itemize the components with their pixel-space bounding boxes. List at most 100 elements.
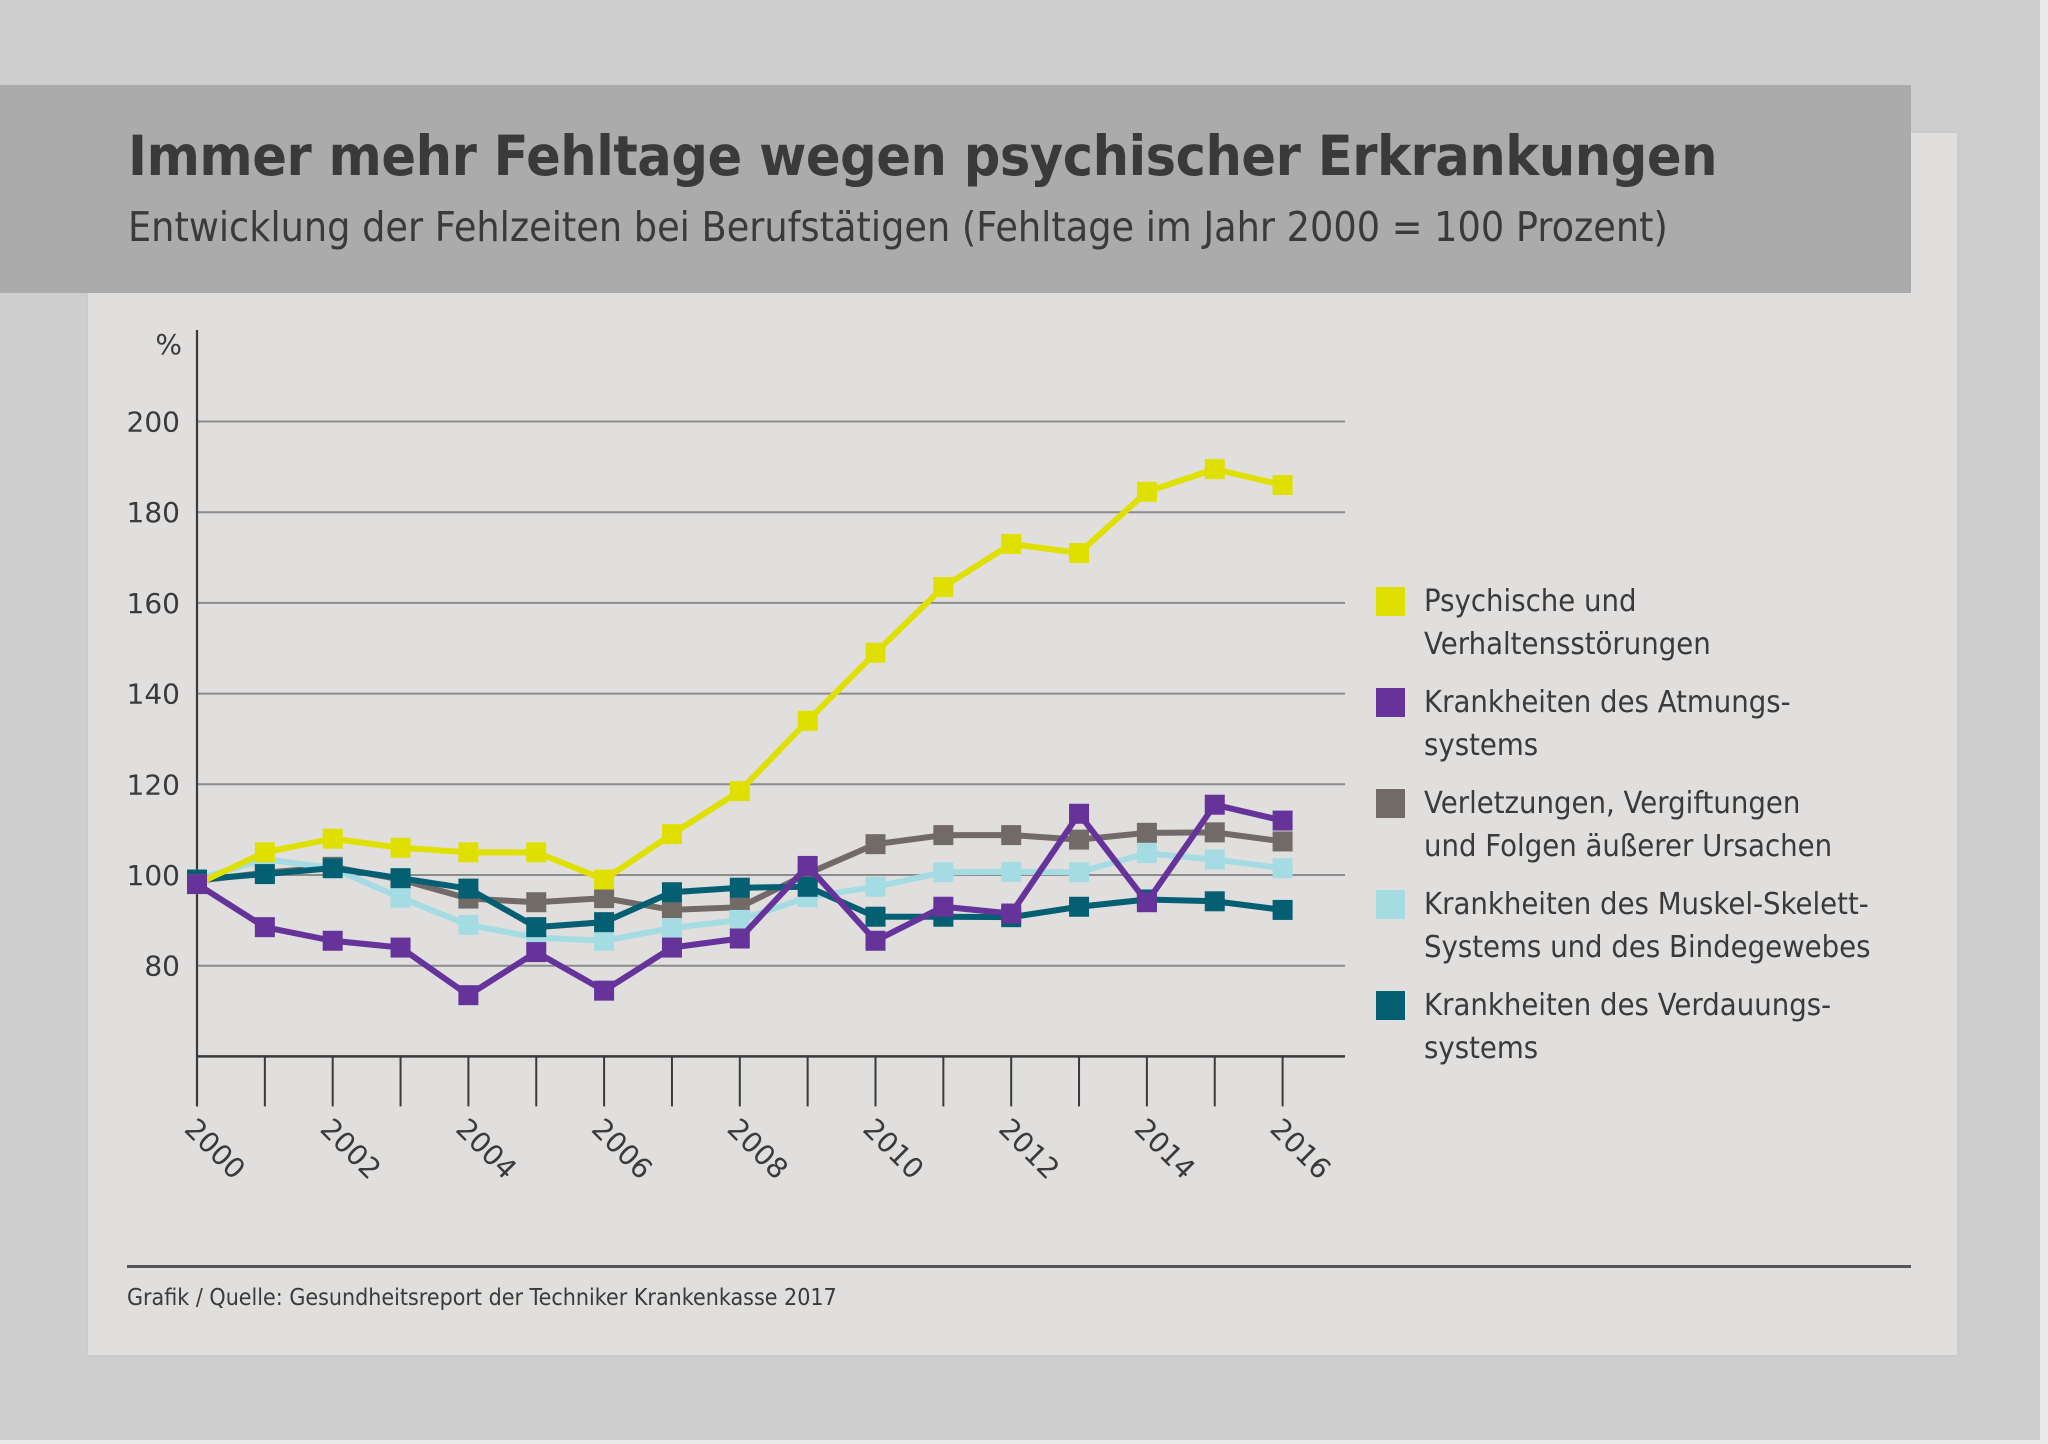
x-tick-label: 2012: [992, 1112, 1066, 1186]
data-point-marker: [390, 868, 411, 889]
data-point-marker: [390, 887, 411, 908]
y-tick-label: 80: [144, 950, 180, 983]
y-axis-unit-label: %: [155, 328, 182, 361]
data-point-marker: [1204, 794, 1225, 815]
x-tick-label: 2008: [721, 1112, 795, 1186]
data-point-marker: [865, 876, 886, 897]
data-point-marker: [1136, 822, 1157, 843]
legend-label-atmung: Krankheiten des Atmungs-systems: [1424, 685, 1791, 763]
data-point-marker: [526, 892, 547, 913]
data-point-marker: [797, 876, 818, 897]
data-point-marker: [526, 942, 547, 963]
data-point-marker: [594, 980, 615, 1001]
data-point-marker: [594, 888, 615, 909]
y-tick-label: 180: [127, 496, 180, 529]
data-point-marker: [1204, 849, 1225, 870]
data-point-marker: [390, 937, 411, 958]
axes: [195, 330, 1345, 1107]
data-point-marker: [1001, 903, 1022, 924]
legend-swatch-psychische: [1376, 587, 1405, 616]
chart-title: Immer mehr Fehltage wegen psychischer Er…: [128, 124, 1718, 188]
legend-item-verletzungen: Verletzungen, Vergiftungen und Folgen äuß…: [1376, 782, 1916, 883]
data-point-marker: [458, 842, 479, 863]
chart-panel: [88, 133, 1957, 1355]
x-tick-label: 2006: [585, 1112, 659, 1186]
data-point-marker: [933, 862, 954, 883]
legend-swatch-verdauung: [1376, 991, 1405, 1020]
legend-label-verdauung: Krankheiten des Verdauungs-systems: [1424, 988, 1832, 1066]
legend-swatch-muskel-skelett: [1376, 890, 1405, 919]
data-point-marker: [458, 985, 479, 1006]
data-point-marker: [254, 864, 275, 885]
legend-swatch-verletzungen: [1376, 789, 1405, 818]
legend: Psychische und Verhaltensstörungen Krankh…: [1376, 580, 1916, 1085]
data-point-marker: [254, 917, 275, 938]
y-tick-label: 100: [127, 859, 180, 892]
data-point-marker: [933, 825, 954, 846]
data-point-marker: [526, 842, 547, 863]
data-point-marker: [1272, 899, 1293, 920]
data-point-marker: [322, 858, 343, 879]
data-point-marker: [187, 874, 207, 895]
legend-label-muskel-skelett: Krankheiten des Muskel-Skelett- Systems u…: [1424, 887, 1871, 965]
x-axis-tick-labels: 2000 2002 2004 2006 2008 2010 2012 2014 2016: [178, 1112, 1337, 1186]
legend-item-verdauung: Krankheiten des Verdauungs-systems: [1376, 984, 1916, 1085]
data-point-marker: [458, 878, 479, 899]
data-point-marker: [594, 930, 615, 951]
data-point-marker: [1136, 843, 1157, 864]
x-tick-label: 2010: [857, 1112, 931, 1186]
legend-item-muskel-skelett: Krankheiten des Muskel-Skelett- Systems u…: [1376, 883, 1916, 984]
data-point-marker: [1069, 803, 1090, 824]
page-edge-bottom: [0, 1440, 2048, 1444]
series-0: [187, 459, 1293, 895]
data-point-marker: [797, 855, 818, 876]
y-tick-label: 160: [127, 587, 180, 620]
data-point-marker: [1001, 825, 1022, 846]
legend-item-atmung: Krankheiten des Atmungs-systems: [1376, 681, 1916, 782]
footer-divider: [127, 1265, 1911, 1268]
data-point-marker: [1272, 858, 1293, 879]
source-note: Grafik / Quelle: Gesundheitsreport der T…: [127, 1285, 837, 1311]
x-tick-label: 2002: [314, 1112, 388, 1186]
chart-subtitle: Entwicklung der Fehlzeiten bei Berufstät…: [128, 203, 1668, 251]
y-tick-label: 120: [127, 768, 180, 801]
data-point-marker: [526, 917, 547, 938]
data-point-marker: [1272, 474, 1293, 495]
series-group: [187, 459, 1293, 1006]
data-point-marker: [661, 882, 682, 903]
data-point-marker: [1069, 896, 1090, 917]
legend-swatch-atmung: [1376, 688, 1405, 717]
data-point-marker: [865, 906, 886, 927]
data-point-marker: [594, 912, 615, 933]
data-point-marker: [322, 930, 343, 951]
data-point-marker: [1069, 543, 1090, 564]
data-point-marker: [594, 869, 615, 890]
data-point-marker: [933, 896, 954, 917]
data-point-marker: [1272, 831, 1293, 852]
x-tick-label: 2000: [178, 1112, 252, 1186]
x-tick-label: 2004: [449, 1112, 523, 1186]
data-point-marker: [1204, 822, 1225, 843]
data-point-marker: [661, 899, 682, 920]
x-tick-label: 2014: [1128, 1112, 1202, 1186]
data-point-marker: [865, 642, 886, 663]
data-point-marker: [1272, 810, 1293, 831]
data-point-marker: [458, 914, 479, 935]
header-band: [0, 85, 1911, 293]
data-point-marker: [1204, 891, 1225, 912]
data-point-marker: [661, 824, 682, 845]
data-point-marker: [390, 837, 411, 858]
data-point-marker: [1204, 459, 1225, 480]
y-axis-tick-labels: 80 100 120 140 160 180 200: [127, 406, 180, 983]
y-tick-label: 200: [127, 406, 180, 439]
x-axis-ticks: [196, 1056, 1284, 1107]
data-point-marker: [933, 577, 954, 598]
data-point-marker: [865, 930, 886, 951]
y-tick-label: 140: [127, 678, 180, 711]
series-line: [195, 466, 1284, 887]
data-point-marker: [1136, 892, 1157, 913]
data-point-marker: [254, 842, 275, 863]
data-point-marker: [661, 937, 682, 958]
legend-item-psychische: Psychische und Verhaltensstörungen: [1376, 580, 1916, 681]
